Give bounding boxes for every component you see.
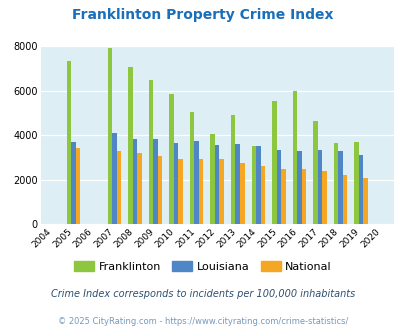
- Bar: [280, 169, 285, 224]
- Bar: [158, 156, 162, 224]
- Bar: [149, 80, 153, 224]
- Bar: [137, 153, 141, 224]
- Bar: [219, 159, 224, 224]
- Bar: [71, 142, 75, 224]
- Bar: [271, 101, 276, 224]
- Bar: [239, 163, 244, 224]
- Bar: [296, 151, 301, 224]
- Bar: [210, 134, 214, 224]
- Bar: [198, 159, 203, 224]
- Bar: [132, 139, 137, 224]
- Text: Franklinton Property Crime Index: Franklinton Property Crime Index: [72, 8, 333, 22]
- Bar: [128, 67, 132, 224]
- Bar: [112, 133, 117, 224]
- Bar: [358, 155, 362, 224]
- Text: © 2025 CityRating.com - https://www.cityrating.com/crime-statistics/: © 2025 CityRating.com - https://www.city…: [58, 317, 347, 326]
- Bar: [256, 147, 260, 224]
- Bar: [251, 147, 256, 224]
- Bar: [317, 150, 321, 224]
- Bar: [178, 159, 183, 224]
- Bar: [321, 171, 326, 224]
- Bar: [194, 141, 198, 224]
- Text: Crime Index corresponds to incidents per 100,000 inhabitants: Crime Index corresponds to incidents per…: [51, 289, 354, 299]
- Legend: Franklinton, Louisiana, National: Franklinton, Louisiana, National: [70, 256, 335, 276]
- Bar: [235, 144, 239, 224]
- Bar: [333, 143, 337, 224]
- Bar: [173, 143, 178, 224]
- Bar: [107, 49, 112, 224]
- Bar: [169, 94, 173, 224]
- Bar: [117, 151, 121, 224]
- Bar: [292, 91, 296, 224]
- Bar: [190, 112, 194, 224]
- Bar: [260, 166, 264, 224]
- Bar: [342, 176, 346, 224]
- Bar: [75, 148, 80, 224]
- Bar: [362, 178, 367, 224]
- Bar: [353, 142, 358, 224]
- Bar: [301, 169, 305, 224]
- Bar: [66, 61, 71, 224]
- Bar: [337, 151, 342, 224]
- Bar: [276, 150, 280, 224]
- Bar: [312, 121, 317, 224]
- Bar: [153, 139, 158, 224]
- Bar: [214, 145, 219, 224]
- Bar: [230, 115, 235, 224]
